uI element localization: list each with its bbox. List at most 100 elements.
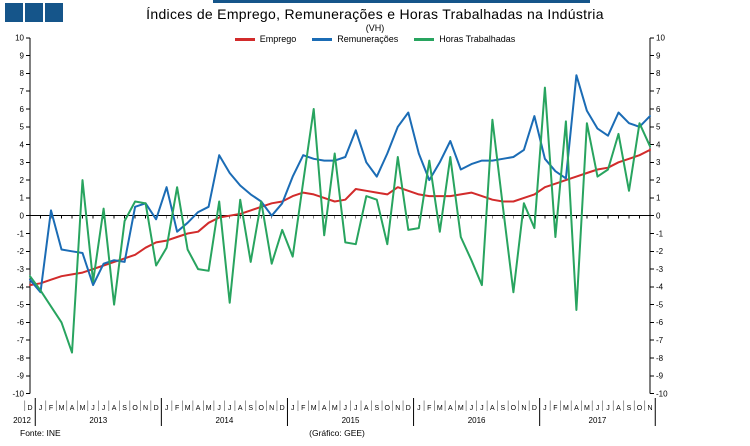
month-label: O (637, 405, 643, 412)
legend-line-icon (414, 37, 435, 41)
month-label: A (490, 405, 495, 412)
month-label: J (417, 405, 421, 412)
month-label: J (480, 405, 484, 412)
month-label: D (280, 405, 285, 412)
logo-square-icon (25, 3, 43, 22)
y-tick-label-left: 7 (20, 87, 25, 96)
month-label: D (532, 405, 537, 412)
month-label: A (70, 405, 75, 412)
year-label: 2014 (216, 416, 234, 425)
month-label: F (49, 405, 53, 412)
month-label: A (616, 405, 621, 412)
page-title: Índices de Emprego, Remunerações e Horas… (146, 6, 604, 22)
y-tick-label-right: 2 (656, 176, 661, 185)
legend-label: Emprego (259, 34, 297, 44)
month-label: O (385, 405, 391, 412)
y-tick-label-right: 9 (656, 51, 661, 60)
month-label: M (332, 405, 338, 412)
year-label: 2015 (342, 416, 360, 425)
month-label: J (91, 405, 95, 412)
y-tick-label-left: -2 (17, 247, 25, 256)
y-tick-label-left: -1 (17, 229, 25, 238)
month-label: F (427, 405, 431, 412)
month-label: J (470, 405, 474, 412)
month-label: N (521, 405, 526, 412)
y-tick-label-right: -7 (656, 336, 664, 345)
month-label: M (311, 405, 317, 412)
y-tick-label-left: 6 (20, 105, 25, 114)
y-tick-label-right: 10 (656, 34, 665, 43)
month-label: N (395, 405, 400, 412)
chart-subtitle: (VH) (365, 23, 385, 33)
month-label: J (217, 405, 221, 412)
legend-line-icon (234, 37, 255, 41)
month-label: A (574, 405, 579, 412)
month-label: J (102, 405, 106, 412)
y-tick-label-left: -4 (17, 283, 25, 292)
legend-item-remuneracoes: Remunerações (312, 34, 398, 44)
month-label: A (364, 405, 369, 412)
month-label: J (228, 405, 232, 412)
month-label: D (154, 405, 159, 412)
series-line-remunera-es (29, 74, 651, 294)
year-label: 2016 (468, 416, 486, 425)
y-tick-label-right: 6 (656, 105, 661, 114)
month-label: A (322, 405, 327, 412)
y-tick-label-left: -5 (17, 300, 25, 309)
y-tick-label-right: -1 (656, 229, 664, 238)
y-tick-label-left: 4 (20, 140, 25, 149)
month-label: A (238, 405, 243, 412)
year-label: 2013 (89, 416, 107, 425)
y-tick-label-left: -6 (17, 318, 25, 327)
month-label: O (511, 405, 517, 412)
month-label: M (80, 405, 86, 412)
logo-square-icon (5, 3, 23, 22)
y-tick-label-left: 9 (20, 51, 25, 60)
month-label: F (553, 405, 557, 412)
credit-note: (Gráfico: GEE) (309, 428, 365, 438)
y-tick-label-left: -8 (17, 354, 25, 363)
y-tick-label-right: -4 (656, 283, 664, 292)
y-tick-label-left: -3 (17, 265, 25, 274)
y-tick-label-right: 5 (656, 123, 661, 132)
month-label: D (406, 405, 411, 412)
y-tick-label-left: -9 (17, 372, 25, 381)
legend-item-horas-trabalhadas: Horas Trabalhadas (414, 34, 515, 44)
month-label: M (185, 405, 191, 412)
month-label: J (344, 405, 348, 412)
logo-squares (5, 3, 63, 22)
year-label: 2017 (589, 416, 607, 425)
y-tick-label-right: -10 (656, 389, 668, 398)
y-tick-label-right: -2 (656, 247, 664, 256)
month-label: S (122, 405, 127, 412)
month-label: N (269, 405, 274, 412)
month-label: M (59, 405, 65, 412)
month-label: M (458, 405, 464, 412)
month-label: O (132, 405, 138, 412)
month-label: A (112, 405, 117, 412)
month-label: N (647, 405, 652, 412)
source-note: Fonte: INE (20, 428, 61, 438)
legend-line-icon (312, 37, 333, 41)
y-tick-label-right: 7 (656, 87, 661, 96)
month-label: J (606, 405, 610, 412)
y-tick-label-right: -9 (656, 372, 664, 381)
month-label: J (543, 405, 547, 412)
header-rule (213, 0, 590, 3)
month-label: J (165, 405, 169, 412)
month-label: J (291, 405, 295, 412)
data-series (29, 74, 651, 354)
y-tick-label-left: 5 (20, 123, 25, 132)
month-label: O (258, 405, 264, 412)
y-tick-label-right: -5 (656, 300, 664, 309)
y-tick-label-left: 1 (20, 194, 25, 203)
legend-label: Horas Trabalhadas (439, 34, 516, 44)
legend-item-emprego: Emprego (234, 34, 297, 44)
y-tick-label-right: -6 (656, 318, 664, 327)
logo-square-icon (45, 3, 63, 22)
month-label: S (374, 405, 379, 412)
y-tick-label-right: 3 (656, 158, 661, 167)
y-tick-label-right: 4 (656, 140, 661, 149)
